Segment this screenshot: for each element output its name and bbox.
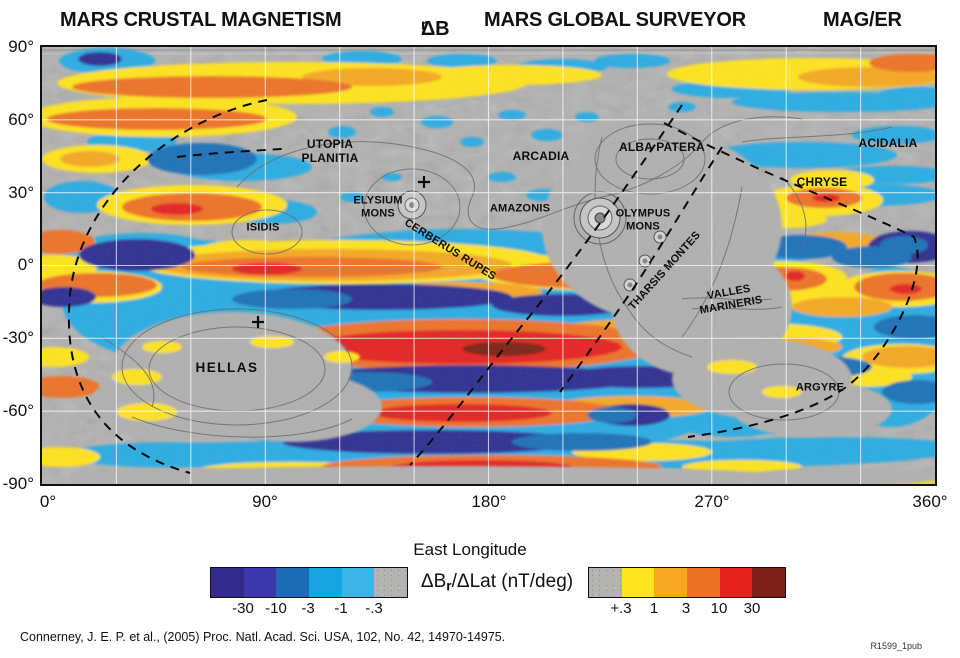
colorbar-tick: 10 — [710, 600, 728, 617]
lat-tick: -60° — [2, 401, 34, 420]
colorbar-tick: -1 — [334, 600, 348, 617]
title-quantity-sub: r — [421, 17, 427, 34]
colorbar-cell-gray — [374, 568, 408, 597]
colorbar-cell — [687, 568, 720, 597]
title-center: MARS GLOBAL SURVEYOR — [484, 9, 746, 31]
grid-lines — [42, 47, 935, 484]
volcano-icon-elysium-mons — [397, 190, 427, 220]
dashed-curves — [67, 99, 919, 474]
colorbar-tick: +.3 — [610, 600, 632, 617]
colorbar-tick: 1 — [649, 600, 659, 617]
colorbar-positive — [588, 567, 786, 598]
colorbar-label-prefix: ΔB — [420, 571, 447, 592]
colorbar-tick: 30 — [743, 600, 761, 617]
colorbar-label-sub: r — [446, 578, 452, 594]
lat-tick: 0° — [17, 255, 34, 274]
lat-tick: 30° — [8, 183, 34, 202]
lon-tick: 360° — [912, 492, 948, 511]
lon-tick: 270° — [694, 492, 730, 511]
lon-tick: 90° — [252, 492, 278, 511]
title-quantity-prefix: ΔB — [421, 18, 450, 40]
figure-code: R1599_1pub — [870, 641, 922, 651]
colorbar-cell — [752, 568, 786, 597]
title-left: MARS CRUSTAL MAGNETISM — [60, 9, 342, 31]
x-axis-title: East Longitude — [413, 540, 527, 559]
colorbar-label-suffix: /ΔLat (nT/deg) — [451, 571, 574, 592]
colorbar-cell — [276, 568, 310, 597]
colorbar-cell-gray — [589, 568, 622, 597]
volcano-icon-olympus-mons — [573, 191, 627, 245]
title-right: MAG/ER — [823, 9, 902, 31]
colorbar-cell — [243, 568, 277, 597]
colorbar-cell — [719, 568, 753, 597]
colorbar-cell — [341, 568, 375, 597]
lat-tick: -30° — [2, 328, 34, 347]
cross-markers — [252, 176, 430, 328]
colorbar-cell — [211, 568, 244, 597]
colorbar-tick: -3 — [301, 600, 315, 617]
title-quantity: ΔB r — [421, 9, 450, 40]
colorbar-label: ΔBr/ΔLat (nT/deg) — [421, 571, 573, 593]
lon-tick: 180° — [471, 492, 507, 511]
contour-lines — [101, 116, 893, 438]
volcano-icons — [397, 190, 667, 292]
colorbar-tick: -.3 — [365, 600, 383, 617]
colorbar-cell — [309, 568, 342, 597]
lat-tick: 90° — [8, 37, 34, 56]
map-area: UTOPIA PLANITIA ARCADIA ALBA PATERA ACID… — [40, 45, 937, 486]
colorbar-negative — [210, 567, 408, 598]
colorbar-cell — [654, 568, 688, 597]
lat-tick: 60° — [8, 110, 34, 129]
colorbar-tick: -10 — [265, 600, 287, 617]
citation: Connerney, J. E. P. et al., (2005) Proc.… — [20, 630, 506, 644]
colorbar-tick: -30 — [232, 600, 254, 617]
lon-tick: 0° — [39, 492, 57, 511]
mars-map-graphic — [40, 45, 937, 486]
lat-tick: -90° — [2, 474, 34, 493]
colorbar-cell — [621, 568, 655, 597]
colorbar-tick: 3 — [681, 600, 691, 617]
